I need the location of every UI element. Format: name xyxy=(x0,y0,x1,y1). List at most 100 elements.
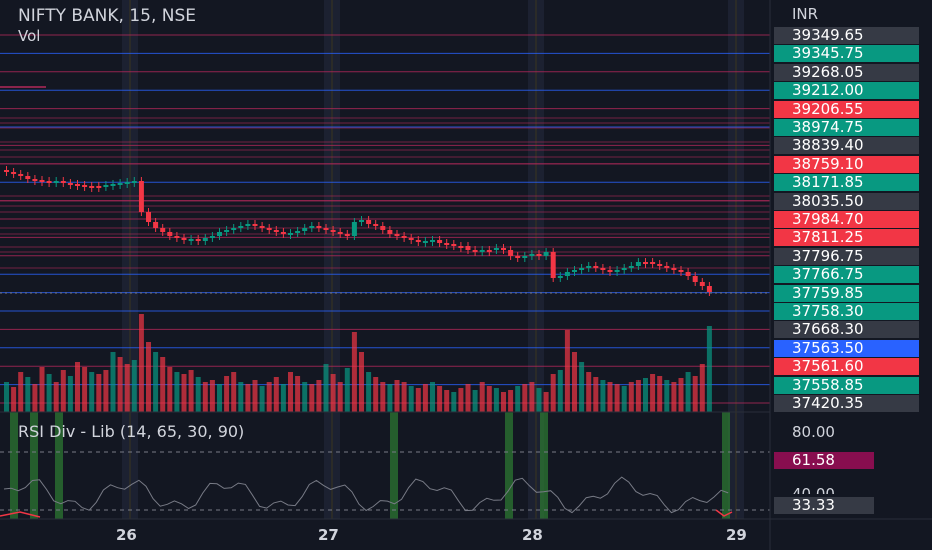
candle-body xyxy=(572,270,577,272)
candle-body xyxy=(266,228,272,230)
candle-body xyxy=(614,270,620,272)
volume-bar xyxy=(600,380,606,412)
candle-body xyxy=(643,262,648,264)
volume-bar xyxy=(643,378,648,412)
volume-bar xyxy=(195,377,201,412)
candle-body xyxy=(288,233,293,235)
volume-bar xyxy=(650,374,656,412)
volume-label[interactable]: Vol xyxy=(18,27,41,45)
volume-bar xyxy=(685,372,691,412)
volume-bar xyxy=(245,384,251,412)
rsi-oversold-segment xyxy=(0,511,41,518)
candle-body xyxy=(451,244,457,246)
candle-body xyxy=(323,228,329,230)
candle-body xyxy=(458,246,464,248)
candle-body xyxy=(138,181,144,212)
price-level-tag: 39349.65 xyxy=(774,27,919,44)
volume-bar xyxy=(437,386,443,412)
volume-bar xyxy=(692,376,698,412)
volume-bar xyxy=(39,367,45,412)
volume-bar xyxy=(501,392,506,412)
price-candles xyxy=(4,166,712,296)
candle-body xyxy=(522,256,528,258)
volume-bar xyxy=(359,352,364,412)
candle-body xyxy=(387,230,393,234)
date-label-26: 26 xyxy=(116,526,137,544)
candle-body xyxy=(231,228,237,230)
volume-bar xyxy=(543,392,549,412)
candle-body xyxy=(501,248,506,250)
volume-bar xyxy=(18,372,24,412)
volume-bar xyxy=(344,368,350,412)
candle-body xyxy=(32,179,38,181)
price-level-tag: 38035.50 xyxy=(774,192,919,210)
candle-body xyxy=(96,186,102,188)
candle-body xyxy=(664,266,670,268)
candle-body xyxy=(650,262,656,264)
candle-body xyxy=(245,224,251,226)
volume-bar xyxy=(11,387,17,412)
candle-body xyxy=(359,220,364,222)
candle-body xyxy=(238,226,244,228)
volume-bar xyxy=(202,382,208,412)
candle-body xyxy=(472,250,478,252)
volume-bar xyxy=(153,352,159,412)
rsi-secondary-tag: 33.33 xyxy=(774,497,874,514)
volume-bar xyxy=(217,384,222,412)
date-label-28: 28 xyxy=(522,526,543,544)
candle-body xyxy=(430,240,435,242)
candle-body xyxy=(302,228,308,231)
volume-bar xyxy=(309,384,315,412)
volume-bar xyxy=(536,388,542,412)
volume-bar xyxy=(415,388,421,412)
divergence-bar xyxy=(722,412,730,519)
volume-bar xyxy=(160,357,166,412)
volume-bar xyxy=(146,342,151,412)
volume-bar xyxy=(706,326,712,412)
volume-bar xyxy=(273,377,279,412)
price-level-tag: 37558.85 xyxy=(774,376,919,394)
divergence-bar xyxy=(30,412,38,519)
candle-body xyxy=(280,232,286,234)
currency-label[interactable]: INR xyxy=(792,5,819,23)
candle-body xyxy=(337,232,343,234)
candle-body xyxy=(437,240,443,243)
candle-body xyxy=(515,256,521,258)
candle-body xyxy=(89,186,95,188)
candle-body xyxy=(557,276,563,278)
volume-bar xyxy=(351,332,357,412)
volume-bar xyxy=(657,376,663,412)
volume-bar xyxy=(25,377,31,412)
price-level-tag: 37766.75 xyxy=(774,266,919,284)
volume-bar xyxy=(337,382,343,412)
candle-body xyxy=(586,266,592,268)
divergence-bar xyxy=(540,412,548,519)
price-level-tag: 37759.85 xyxy=(774,284,919,302)
candle-body xyxy=(621,268,627,270)
volume-bar xyxy=(53,382,59,412)
price-level-tag: 37561.60 xyxy=(774,358,919,376)
volume-bar xyxy=(224,376,230,412)
volume-bar xyxy=(593,377,599,412)
candle-body xyxy=(39,180,45,182)
volume-bar xyxy=(46,374,52,412)
volume-bar xyxy=(266,382,272,412)
volume-bar xyxy=(181,374,187,412)
volume-bar xyxy=(493,388,499,412)
volume-bar xyxy=(557,370,563,412)
volume-bar xyxy=(373,377,379,412)
volume-bar xyxy=(366,372,372,412)
candle-body xyxy=(67,183,73,185)
volume-bars xyxy=(4,314,712,412)
rsi-indicator-label[interactable]: RSI Div - Lib (14, 65, 30, 90) xyxy=(18,422,245,441)
volume-bar xyxy=(607,382,613,412)
volume-bar xyxy=(479,382,485,412)
price-level-tag: 39345.75 xyxy=(774,45,919,63)
symbol-title[interactable]: NIFTY BANK, 15, NSE xyxy=(18,6,197,26)
volume-bar xyxy=(138,314,144,412)
candle-body xyxy=(117,183,123,185)
volume-bar xyxy=(188,370,194,412)
volume-bar xyxy=(89,372,95,412)
price-level-tag: 39212.00 xyxy=(774,82,919,100)
